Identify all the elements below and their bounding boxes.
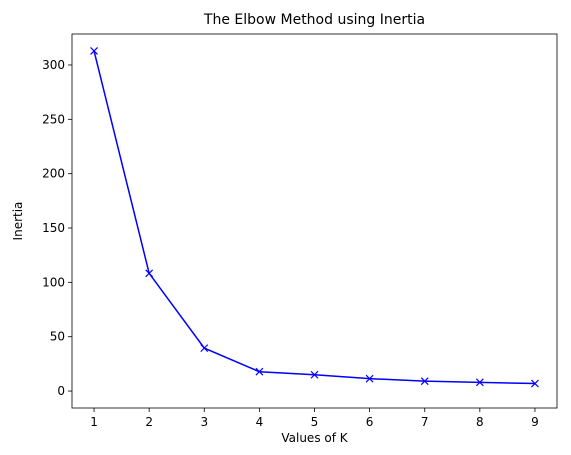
y-axis-ticks: 0 50 100 150 200 250 300	[42, 58, 72, 398]
data-point-marker	[365, 374, 374, 383]
chart-title: The Elbow Method using Inertia	[203, 12, 425, 28]
x-tick-label: 2	[145, 415, 153, 429]
x-axis-ticks: 1 2 3 4 5 6 7 8 9	[90, 408, 539, 429]
x-axis-label: Values of K	[281, 431, 348, 445]
x-tick-label: 6	[366, 415, 374, 429]
x-tick-label: 1	[90, 415, 98, 429]
y-tick-label: 250	[42, 112, 65, 126]
y-axis-label: Inertia	[11, 202, 25, 241]
data-point-marker	[310, 370, 319, 379]
data-point-marker	[145, 269, 154, 278]
y-tick-label: 300	[42, 58, 65, 72]
x-tick-label: 8	[476, 415, 484, 429]
series-group	[90, 47, 539, 388]
data-point-marker	[200, 344, 209, 353]
x-tick-label: 5	[311, 415, 319, 429]
x-tick-label: 7	[421, 415, 429, 429]
data-point-marker	[475, 378, 484, 387]
y-tick-label: 50	[50, 330, 65, 344]
y-tick-label: 100	[42, 275, 65, 289]
data-point-marker	[531, 379, 539, 388]
data-point-marker	[420, 377, 429, 386]
data-point-marker	[90, 47, 98, 55]
y-tick-label: 200	[42, 167, 65, 181]
x-tick-label: 3	[200, 415, 208, 429]
y-tick-label: 150	[42, 221, 65, 235]
x-tick-label: 9	[531, 415, 539, 429]
data-point-marker	[255, 367, 264, 376]
x-tick-label: 4	[256, 415, 264, 429]
y-tick-label: 0	[57, 384, 65, 398]
